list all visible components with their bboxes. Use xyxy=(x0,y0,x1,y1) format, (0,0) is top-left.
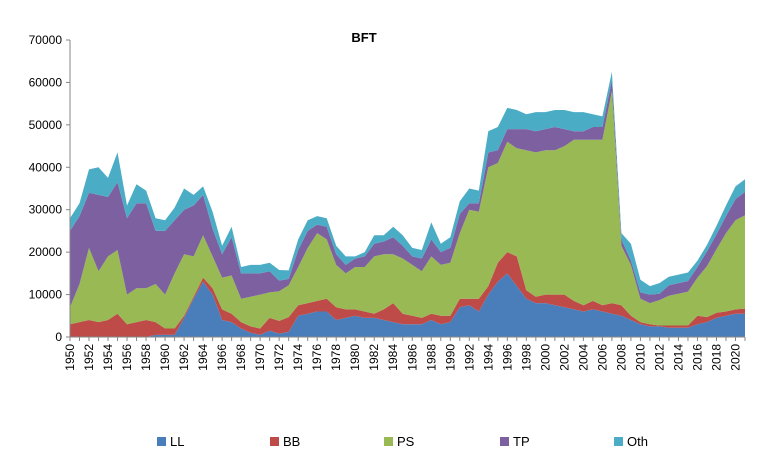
x-tick-label: 2014 xyxy=(672,344,686,371)
chart-title: BFT xyxy=(351,30,376,45)
y-tick-label: 20000 xyxy=(29,245,63,259)
x-tick-label: 2012 xyxy=(652,344,666,371)
legend-label-tp: TP xyxy=(513,434,530,449)
x-tick-label: 1982 xyxy=(367,344,381,371)
x-tick-label: 1958 xyxy=(139,344,153,371)
x-tick-label: 1964 xyxy=(196,344,210,371)
axes-group xyxy=(69,40,745,338)
x-tick-label: 1980 xyxy=(348,344,362,371)
x-tick-label: 1992 xyxy=(462,344,476,371)
x-tick-label: 1998 xyxy=(519,344,533,371)
legend-swatch-ll xyxy=(157,437,166,446)
x-tick-label: 1956 xyxy=(120,344,134,371)
legend-swatch-bb xyxy=(270,437,279,446)
area-series-ps xyxy=(70,90,745,329)
legend-label-bb: BB xyxy=(283,434,300,449)
x-tick-label: 1950 xyxy=(63,344,77,371)
x-tick-group: 1950 1952 1954 1956 1958 1960 1962 1964 1966 1968… xyxy=(63,337,746,371)
legend-swatch-ps xyxy=(384,437,393,446)
x-tick-label: 1976 xyxy=(310,344,324,371)
x-tick-label: 2008 xyxy=(614,344,628,371)
y-tick-label: 50000 xyxy=(29,118,63,132)
x-tick-label: 1996 xyxy=(500,344,514,371)
area-series-tp xyxy=(70,80,745,308)
x-tick-label: 1988 xyxy=(424,344,438,371)
legend-label-ll: LL xyxy=(170,434,184,449)
x-tick-label: 2018 xyxy=(710,344,724,371)
x-tick-label: 1952 xyxy=(82,344,96,371)
x-tick-label: 1978 xyxy=(329,344,343,371)
y-tick-group: 0 10000 20000 30000 40000 50000 60000 70000 xyxy=(29,33,70,344)
y-tick-label: 30000 xyxy=(29,203,63,217)
x-tick-label: 1966 xyxy=(215,344,229,371)
legend-label-oth: Oth xyxy=(627,434,648,449)
x-tick-label: 2000 xyxy=(538,344,552,371)
area-series-group xyxy=(70,71,745,337)
legend-swatch-tp xyxy=(500,437,509,446)
x-tick-label: 1990 xyxy=(443,344,457,371)
x-tick-label: 2016 xyxy=(691,344,705,371)
y-tick-label: 10000 xyxy=(29,288,63,302)
x-tick-label: 1972 xyxy=(272,344,286,371)
x-tick-label: 1954 xyxy=(101,344,115,371)
y-tick-label: 0 xyxy=(55,330,62,344)
area-series-oth xyxy=(70,71,745,295)
y-tick-label: 70000 xyxy=(29,33,63,47)
x-tick-label: 2006 xyxy=(595,344,609,371)
y-tick-label: 60000 xyxy=(29,75,63,89)
x-tick-label: 2004 xyxy=(576,344,590,371)
legend-swatch-oth xyxy=(614,437,623,446)
area-series-bb xyxy=(70,252,745,337)
legend: LL BB PS TP Oth xyxy=(157,434,648,449)
x-tick-label: 1984 xyxy=(386,344,400,371)
x-tick-label: 1970 xyxy=(253,344,267,371)
x-tick-label: 1962 xyxy=(177,344,191,371)
x-tick-label: 1994 xyxy=(481,344,495,371)
y-tick-label: 40000 xyxy=(29,160,63,174)
x-tick-label: 1968 xyxy=(234,344,248,371)
area-series-ll xyxy=(70,273,745,337)
x-tick-label: 1974 xyxy=(291,344,305,371)
x-tick-label: 2002 xyxy=(557,344,571,371)
x-tick-label: 1960 xyxy=(158,344,172,371)
x-tick-label: 2010 xyxy=(633,344,647,371)
x-tick-label: 1986 xyxy=(405,344,419,371)
legend-label-ps: PS xyxy=(397,434,415,449)
x-tick-label: 2020 xyxy=(729,344,743,371)
